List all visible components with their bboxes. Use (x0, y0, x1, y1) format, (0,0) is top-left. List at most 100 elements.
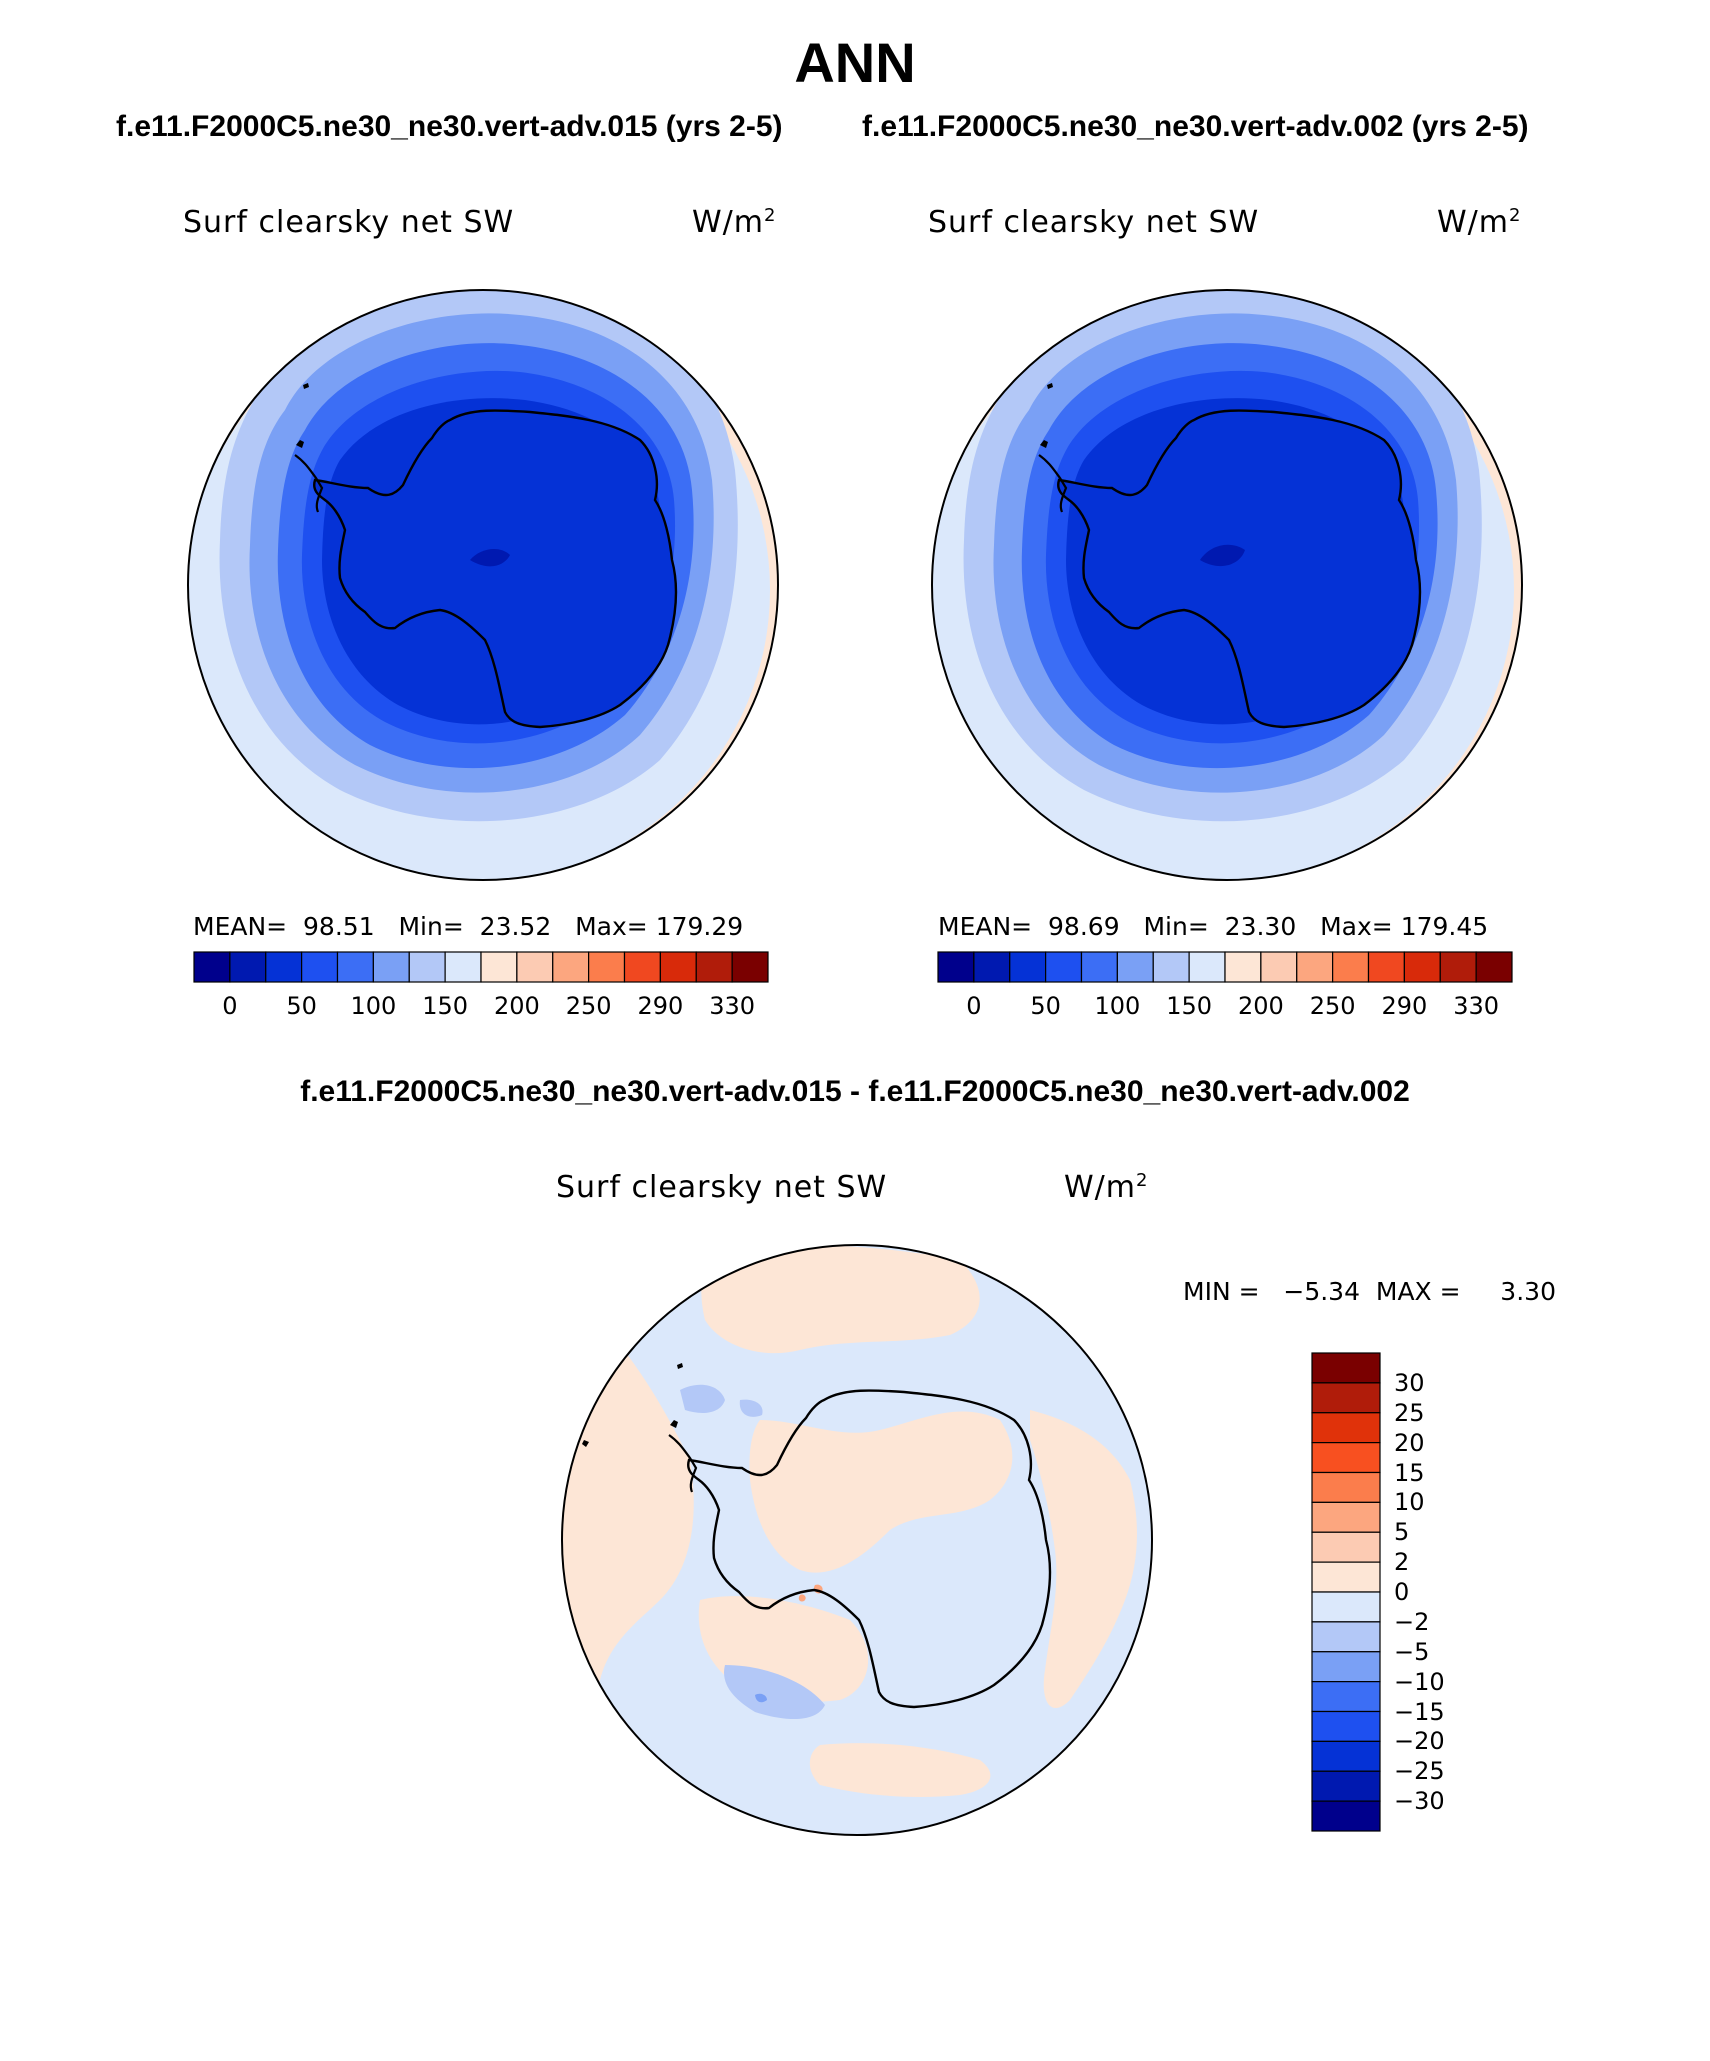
right-colorbar-tick-label: 100 (1094, 992, 1141, 1020)
diff-colorbar-tick-label: 30 (1394, 1368, 1425, 1397)
left-colorbar-tick-label: 200 (493, 992, 540, 1020)
case-title-left: f.e11.F2000C5.ne30_ne30.vert-adv.015 (yr… (116, 110, 783, 143)
diff-colorbar-tick-label: 0 (1394, 1578, 1410, 1606)
diff-colorbar-tick-label: 15 (1394, 1458, 1425, 1487)
diff-colorbar-tick-label: −15 (1394, 1697, 1445, 1726)
diff-colorbar-swatch (1311, 1471, 1381, 1503)
right-map-border (931, 289, 1523, 881)
left-colorbar-swatch (265, 951, 303, 983)
left-colorbar-tick-label: 250 (565, 992, 612, 1020)
right-colorbar-swatch (937, 951, 975, 983)
right-colorbar-tick-label: 250 (1309, 992, 1356, 1020)
right-colorbar-swatch (1367, 951, 1405, 983)
left-colorbar-swatch (588, 951, 626, 983)
diff-units-label: W/m2 (1064, 1170, 1149, 1205)
left-colorbar-swatch (659, 951, 697, 983)
diff-colorbar-tick-label: 2 (1394, 1548, 1410, 1577)
diff-colorbar-swatch (1311, 1531, 1381, 1563)
right-colorbar-swatch (1260, 951, 1298, 983)
left-variable-label: Surf clearsky net SW (183, 205, 515, 240)
diff-colorbar (1311, 1352, 1381, 1832)
left-stats: MEAN= 98.51 Min= 23.52 Max= 179.29 (193, 912, 744, 941)
page-title: ANN (794, 31, 916, 94)
right-colorbar-swatch (1188, 951, 1226, 983)
case-title-right: f.e11.F2000C5.ne30_ne30.vert-adv.002 (yr… (862, 110, 1529, 143)
right-colorbar-tick-label: 200 (1237, 992, 1284, 1020)
diff-colorbar-swatch (1311, 1681, 1381, 1713)
right-stats: MEAN= 98.69 Min= 23.30 Max= 179.45 (938, 912, 1489, 941)
right-colorbar (937, 951, 1513, 983)
left-colorbar-swatch (552, 951, 590, 983)
diff-colorbar-tick-label: −2 (1394, 1607, 1430, 1636)
diff-colorbar-tick-label: −20 (1394, 1727, 1445, 1756)
right-colorbar-swatch (1224, 951, 1262, 983)
left-colorbar-tick-label: 290 (637, 992, 684, 1020)
right-colorbar-tick-label: 50 (1030, 992, 1061, 1020)
right-colorbar-swatch (1152, 951, 1190, 983)
left-map-border (187, 289, 779, 881)
left-colorbar-tick-label: 330 (709, 992, 756, 1020)
diff-colorbar-swatch (1311, 1740, 1381, 1772)
diff-colorbar-tick-label: −25 (1394, 1757, 1445, 1786)
left-colorbar-swatch (336, 951, 374, 983)
diff-colorbar-swatch (1311, 1651, 1381, 1683)
diff-colorbar-tick-label: −5 (1394, 1637, 1430, 1666)
right-colorbar-swatch (1475, 951, 1513, 983)
left-colorbar-swatch (372, 951, 410, 983)
diff-colorbar-tick-label: 5 (1394, 1518, 1410, 1547)
right-colorbar-swatch (1332, 951, 1370, 983)
left-colorbar-swatch (516, 951, 554, 983)
diff-colorbar-swatch (1311, 1800, 1381, 1832)
diff-colorbar-swatch (1311, 1501, 1381, 1533)
right-colorbar-tick-label: 330 (1453, 992, 1500, 1020)
left-colorbar-swatch (480, 951, 518, 983)
left-polar-map (188, 290, 778, 880)
diff-colorbar-tick-label: −30 (1394, 1787, 1445, 1816)
diff-colorbar-tick-label: 10 (1394, 1488, 1425, 1517)
right-colorbar-tick-label: 290 (1381, 992, 1428, 1020)
right-colorbar-swatch (1080, 951, 1118, 983)
left-colorbar-swatch (229, 951, 267, 983)
right-variable-label: Surf clearsky net SW (928, 205, 1260, 240)
diff-colorbar-swatch (1311, 1591, 1381, 1623)
diff-colorbar-swatch (1311, 1770, 1381, 1802)
diff-colorbar-swatch (1311, 1412, 1381, 1444)
left-colorbar-swatch (444, 951, 482, 983)
right-colorbar-swatch (1403, 951, 1441, 983)
left-units-label: W/m2 (692, 205, 777, 240)
diff-colorbar-tick-label: −10 (1394, 1667, 1445, 1696)
diff-colorbar-swatch (1311, 1561, 1381, 1593)
diff-map-border (561, 1244, 1153, 1836)
difference-title: f.e11.F2000C5.ne30_ne30.vert-adv.015 - f… (300, 1075, 1410, 1108)
diff-polar-map (562, 1245, 1152, 1835)
right-colorbar-tick-label: 0 (966, 992, 982, 1020)
diff-colorbar-swatch (1311, 1352, 1381, 1384)
left-colorbar (193, 951, 769, 983)
left-colorbar-tick-label: 100 (350, 992, 397, 1020)
left-colorbar-tick-label: 0 (222, 992, 238, 1020)
diff-colorbar-swatch (1311, 1710, 1381, 1742)
diff-colorbar-swatch (1311, 1442, 1381, 1474)
diff-colorbar-tick-label: 20 (1394, 1428, 1425, 1457)
right-colorbar-swatch (1296, 951, 1334, 983)
left-colorbar-swatch (193, 951, 231, 983)
left-colorbar-swatch (623, 951, 661, 983)
diff-variable-label: Surf clearsky net SW (556, 1170, 888, 1205)
left-colorbar-swatch (408, 951, 446, 983)
left-colorbar-swatch (731, 951, 769, 983)
diff-colorbar-swatch (1311, 1621, 1381, 1653)
left-colorbar-swatch (695, 951, 733, 983)
right-colorbar-swatch (1045, 951, 1083, 983)
right-colorbar-swatch (1439, 951, 1477, 983)
right-colorbar-swatch (973, 951, 1011, 983)
right-colorbar-swatch (1116, 951, 1154, 983)
left-colorbar-tick-label: 150 (422, 992, 469, 1020)
diff-colorbar-tick-label: 25 (1394, 1398, 1425, 1427)
left-colorbar-tick-label: 50 (286, 992, 317, 1020)
left-colorbar-swatch (301, 951, 339, 983)
right-units-label: W/m2 (1437, 205, 1522, 240)
right-colorbar-tick-label: 150 (1166, 992, 1213, 1020)
diff-colorbar-swatch (1311, 1382, 1381, 1414)
diff-minmax: MIN = −5.34 MAX = 3.30 (1183, 1277, 1556, 1306)
